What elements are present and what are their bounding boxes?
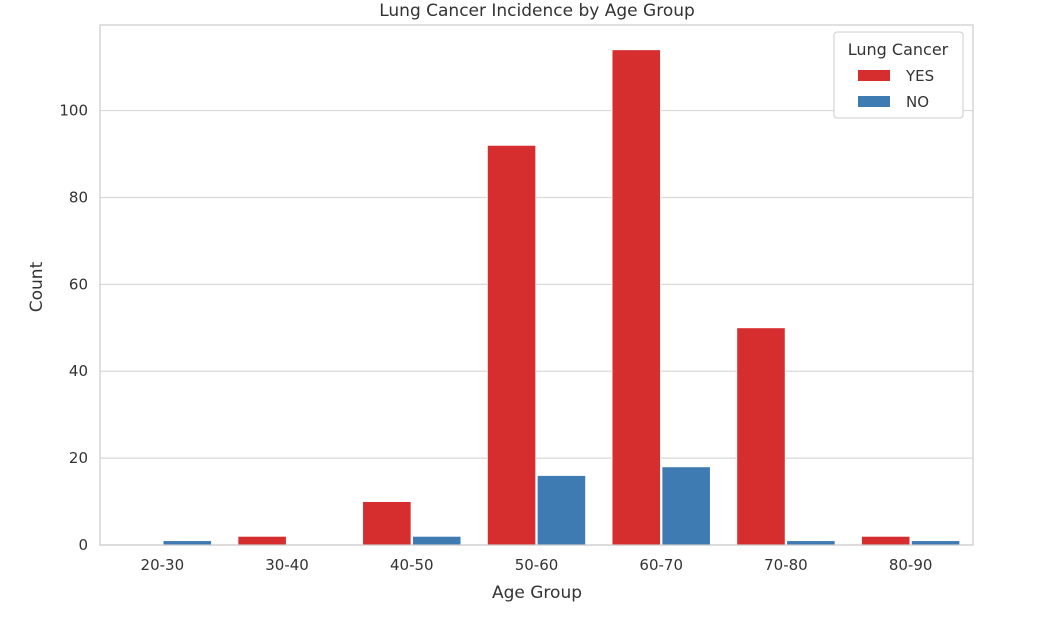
bar-no-60-70	[661, 466, 711, 546]
x-tick-label: 60-70	[639, 556, 683, 574]
plot-frame	[99, 24, 974, 546]
y-tick-labels: 0 20 40 60 80 100	[59, 102, 88, 554]
legend-title: Lung Cancer	[848, 40, 949, 59]
y-tick-label: 60	[69, 275, 88, 293]
bar-yes-80-90	[861, 535, 911, 546]
x-tick-label: 20-30	[141, 556, 185, 574]
x-axis-title: Age Group	[492, 583, 582, 603]
y-tick-label: 0	[78, 536, 88, 554]
legend: Lung Cancer YES NO	[833, 31, 964, 119]
legend-label-no: NO	[906, 93, 929, 111]
y-tick-label: 80	[69, 188, 88, 206]
x-tick-label: 50-60	[515, 556, 559, 574]
bar-yes-30-40	[237, 535, 287, 546]
legend-swatch-no	[858, 96, 890, 107]
x-tick-labels: 20-30 30-40 40-50 50-60 60-70 70-80 80-90	[141, 556, 933, 574]
gridlines	[100, 109, 973, 546]
x-tick-label: 30-40	[265, 556, 309, 574]
y-tick-label: 100	[59, 102, 88, 120]
legend-items: YES NO	[858, 67, 934, 111]
bars	[162, 49, 961, 546]
bar-no-40-50	[412, 535, 462, 546]
bar-yes-40-50	[362, 501, 412, 546]
bar-no-80-90	[910, 540, 961, 546]
x-tick-label: 40-50	[390, 556, 434, 574]
bar-yes-60-70	[611, 49, 661, 546]
bar-no-20-30	[162, 540, 212, 546]
chart-title: Lung Cancer Incidence by Age Group	[379, 1, 695, 21]
y-axis-title: Count	[27, 261, 47, 312]
y-tick-label: 40	[69, 362, 88, 380]
legend-swatch-yes	[858, 70, 890, 81]
bar-yes-70-80	[736, 327, 786, 546]
x-tick-label: 70-80	[764, 556, 808, 574]
bar-no-70-80	[786, 540, 836, 546]
x-tick-label: 80-90	[889, 556, 933, 574]
bar-no-50-60	[536, 475, 587, 546]
y-tick-label: 20	[69, 449, 88, 467]
bar-yes-50-60	[486, 144, 537, 546]
legend-label-yes: YES	[905, 67, 934, 85]
